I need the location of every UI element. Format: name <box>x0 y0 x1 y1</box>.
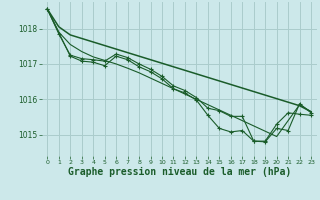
X-axis label: Graphe pression niveau de la mer (hPa): Graphe pression niveau de la mer (hPa) <box>68 167 291 177</box>
